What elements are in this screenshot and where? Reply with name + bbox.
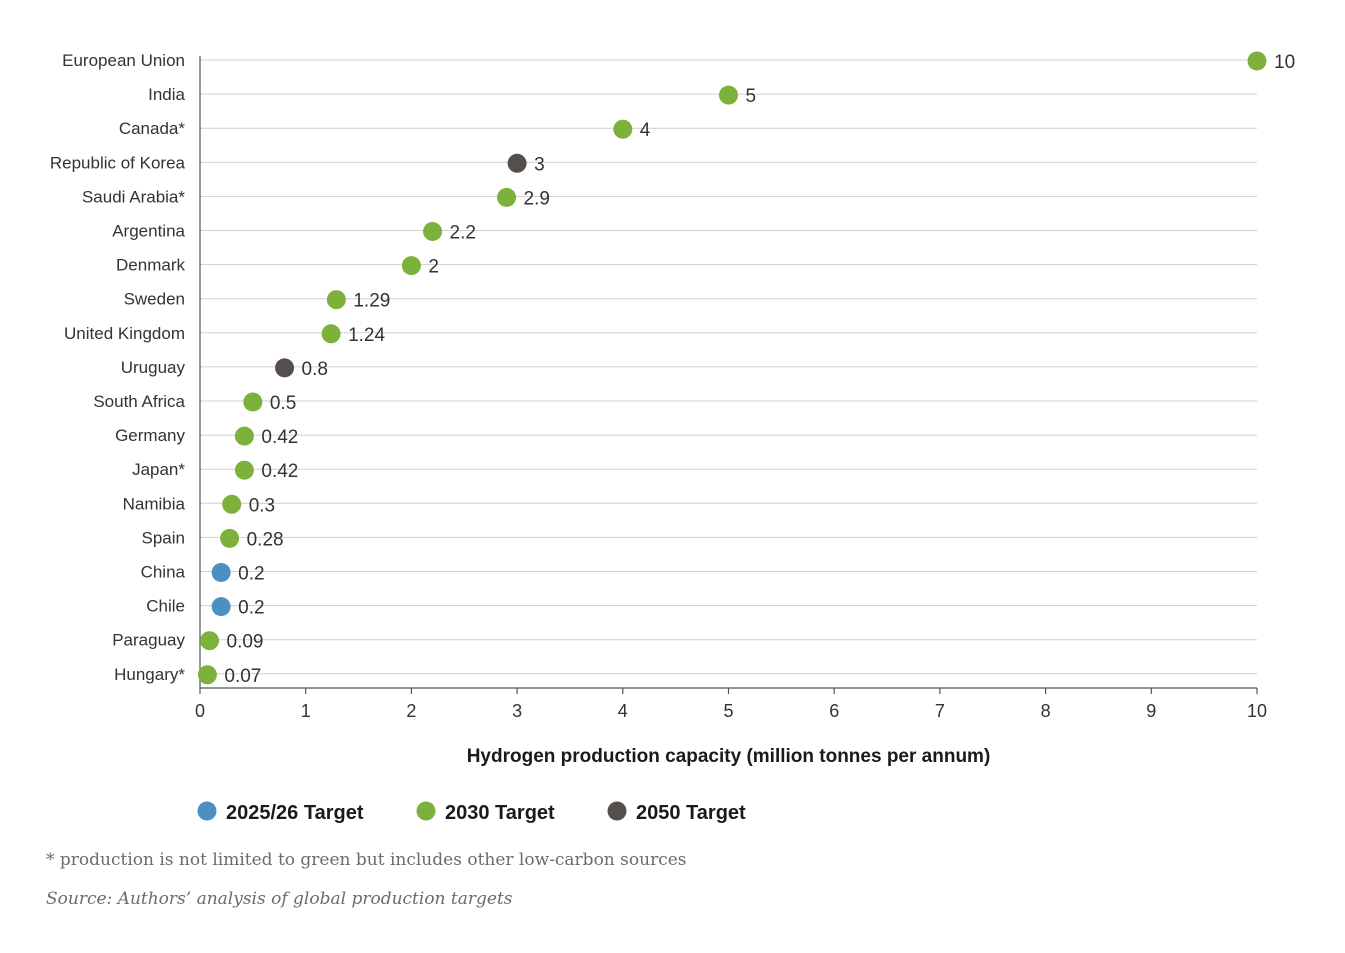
value-label: 10 — [1274, 52, 1295, 73]
legend-label: 2050 Target — [636, 802, 746, 824]
data-point — [197, 665, 217, 685]
country-label: China — [141, 563, 186, 582]
value-label: 2 — [428, 257, 439, 278]
data-point — [401, 256, 421, 276]
data-point — [613, 119, 633, 139]
value-label: 3 — [534, 154, 545, 175]
gridlines — [200, 59, 1257, 675]
x-tick-label: 6 — [829, 701, 839, 721]
country-label: Hungary* — [114, 665, 185, 684]
value-labels: 10 5 4 3 2.9 2.2 2 1.29 1.24 0.8 0.5 0.42 0.42 0.3 0.2… — [224, 52, 1295, 687]
value-label: 0.07 — [224, 666, 261, 687]
country-label: Japan* — [132, 460, 185, 479]
country-label: Germany — [115, 426, 185, 445]
data-point — [326, 290, 346, 310]
footnote: * production is not limited to green but… — [46, 850, 687, 870]
data-points — [197, 51, 1267, 685]
value-label: 0.2 — [238, 564, 264, 585]
x-tick-label: 4 — [618, 701, 628, 721]
data-point — [200, 631, 220, 651]
data-point — [222, 494, 242, 514]
x-tick-label: 7 — [935, 701, 945, 721]
data-point — [275, 358, 295, 378]
data-point — [211, 597, 231, 617]
country-label: Chile — [146, 597, 185, 616]
x-tick-label: 1 — [301, 701, 311, 721]
value-label: 0.8 — [302, 359, 328, 380]
data-point — [234, 426, 254, 446]
legend-label: 2030 Target — [445, 802, 555, 824]
country-label: Canada* — [119, 119, 186, 138]
country-label: Paraguay — [112, 631, 185, 650]
value-label: 0.42 — [261, 461, 298, 482]
x-tick-label: 3 — [512, 701, 522, 721]
legend: 2025/26 Target 2030 Target 2050 Target — [197, 801, 746, 824]
value-label: 0.3 — [249, 495, 275, 516]
x-tick-label: 9 — [1146, 701, 1156, 721]
value-label: 0.28 — [247, 529, 284, 550]
country-label: Denmark — [116, 256, 185, 275]
legend-swatch — [197, 801, 217, 821]
value-label: 1.29 — [353, 291, 390, 312]
country-label: United Kingdom — [64, 324, 185, 343]
country-label: Republic of Korea — [50, 153, 186, 172]
data-point — [719, 85, 738, 105]
value-label: 1.24 — [348, 325, 385, 346]
data-point — [497, 187, 517, 207]
country-label: South Africa — [93, 392, 185, 411]
value-label: 5 — [746, 86, 757, 107]
value-label: 2.2 — [450, 223, 476, 244]
x-axis-title: Hydrogen production capacity (million to… — [467, 746, 991, 767]
country-label: Argentina — [112, 222, 185, 241]
country-labels: European Union India Canada* Republic of Ko… — [50, 51, 186, 684]
data-point — [220, 528, 240, 548]
x-tick-label: 8 — [1041, 701, 1051, 721]
country-label: Sweden — [124, 290, 185, 309]
legend-swatch — [416, 801, 436, 821]
value-label: 0.42 — [261, 427, 298, 448]
source-note: Source: Authors’ analysis of global prod… — [46, 889, 513, 909]
country-label: Namibia — [123, 494, 186, 513]
data-point — [211, 563, 231, 582]
value-label: 0.2 — [238, 598, 264, 619]
data-point — [234, 460, 254, 480]
x-tick-label: 0 — [195, 701, 205, 721]
country-label: European Union — [62, 51, 185, 70]
data-point — [243, 392, 263, 412]
value-label: 4 — [640, 120, 651, 141]
legend-label: 2025/26 Target — [226, 802, 364, 824]
x-tick-label: 2 — [406, 701, 416, 721]
value-label: 2.9 — [524, 188, 550, 209]
legend-swatch — [607, 801, 627, 821]
country-label: Uruguay — [121, 358, 186, 377]
data-point — [321, 324, 341, 344]
x-axis-ticks: 0 1 2 3 4 5 6 7 8 9 10 — [195, 688, 1267, 721]
data-point — [1247, 51, 1267, 71]
data-point — [507, 153, 527, 173]
x-tick-label: 5 — [723, 701, 733, 721]
country-label: Spain — [142, 528, 185, 547]
value-label: 0.5 — [270, 393, 296, 414]
value-label: 0.09 — [227, 632, 264, 653]
country-label: Saudi Arabia* — [82, 187, 185, 206]
data-point — [423, 222, 443, 241]
country-label: India — [148, 85, 185, 104]
x-tick-label: 10 — [1247, 701, 1267, 721]
